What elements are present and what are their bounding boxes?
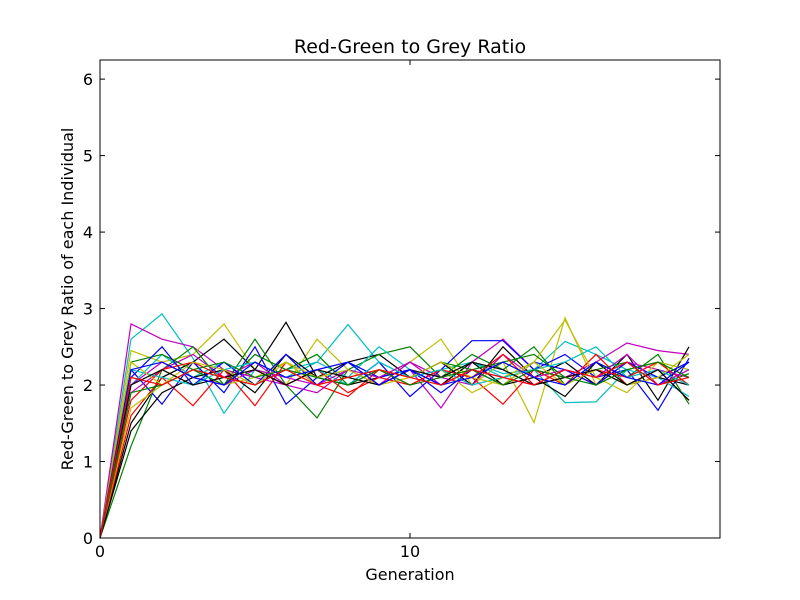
chart-title: Red-Green to Grey Ratio: [294, 36, 526, 58]
y-tick-label: 2: [83, 376, 93, 395]
y-axis-label: Red-Green to Grey Ratio of each Individu…: [58, 128, 77, 471]
y-tick-label: 3: [83, 300, 93, 319]
series-line-8: [99, 346, 690, 539]
x-tick-label: 0: [95, 542, 105, 561]
series-group: [99, 313, 690, 539]
y-tick-label: 6: [83, 70, 93, 89]
series-line-17: [99, 353, 690, 539]
plot-frame: [99, 59, 721, 539]
y-tick-label: 1: [83, 453, 93, 472]
x-axis-label: Generation: [365, 565, 454, 584]
series-line-20: [99, 361, 690, 539]
y-tick-label: 4: [83, 223, 93, 242]
x-tick-label: 10: [400, 542, 420, 561]
y-tick-label: 0: [83, 529, 93, 548]
series-line-21: [99, 361, 690, 539]
y-tick-label: 5: [83, 147, 93, 166]
series-line-6: [99, 340, 690, 539]
